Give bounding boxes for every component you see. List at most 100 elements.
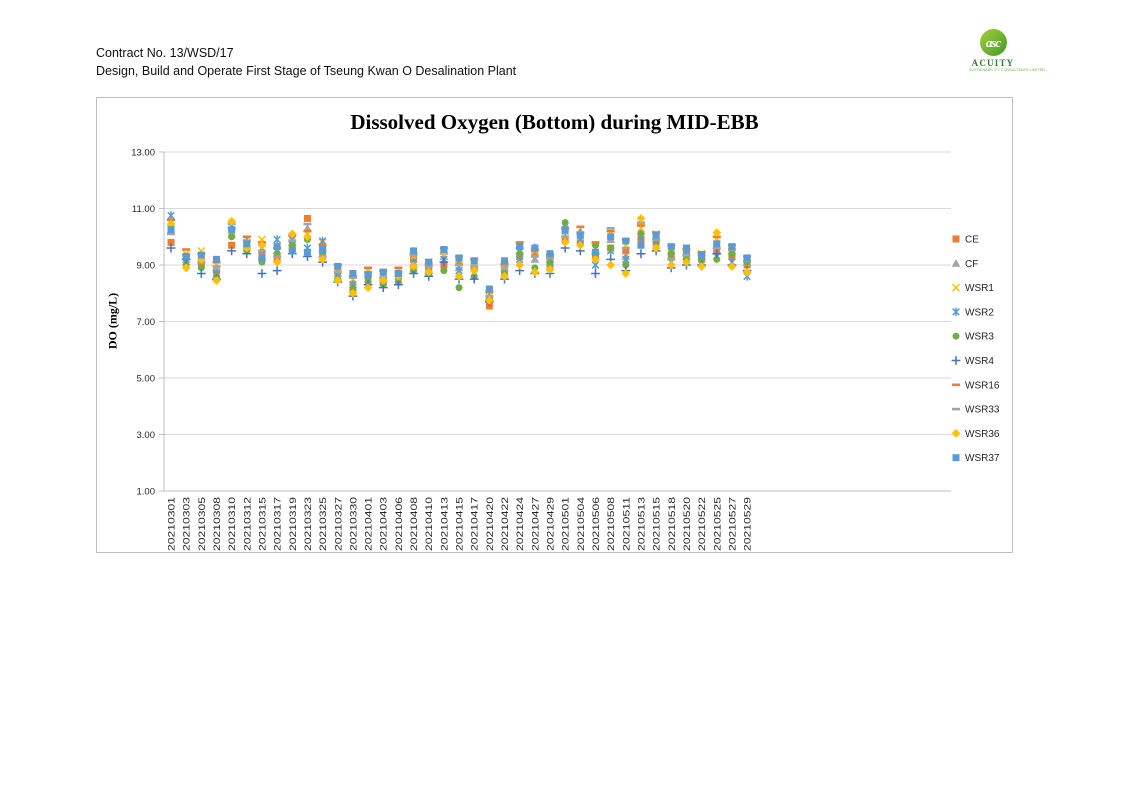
data-point-WSR36: [333, 276, 343, 285]
x-tick-label: 20210504: [576, 497, 586, 551]
data-point-WSR37: [591, 248, 599, 256]
data-point-WSR36: [181, 263, 191, 273]
legend-label-WSR1: WSR1: [965, 283, 994, 294]
data-point-WSR4: [272, 266, 282, 276]
data-point-WSR36: [682, 257, 691, 267]
x-tick-label: 20210515: [652, 497, 662, 551]
data-point-CF: [303, 224, 312, 232]
x-tick-label: 20210520: [682, 497, 692, 551]
data-point-WSR36: [196, 254, 206, 264]
data-point-WSR37: [258, 254, 266, 262]
y-tick-label: 5.00: [137, 374, 156, 385]
chart-area: Dissolved Oxygen (Bottom) during MID-EBB…: [96, 97, 1013, 553]
data-point-WSR37: [364, 271, 372, 279]
data-point-WSR36: [591, 254, 600, 264]
data-point-WSR37: [713, 240, 721, 248]
data-point-WSR36: [409, 262, 418, 271]
legend-marker-CF: [951, 259, 961, 267]
data-point-WSR37: [622, 237, 630, 245]
data-point-WSR4: [257, 269, 267, 278]
data-point-WSR37: [501, 257, 509, 265]
data-point-WSR3: [228, 233, 236, 241]
data-point-WSR36: [697, 262, 706, 271]
data-point-WSR2: [318, 236, 327, 246]
data-point-WSR4: [591, 269, 600, 278]
data-point-WSR37: [394, 269, 402, 277]
data-point-CE: [228, 241, 236, 249]
data-point-WSR3: [713, 255, 721, 263]
data-point-WSR3: [197, 264, 205, 272]
data-point-WSR37: [212, 255, 220, 263]
data-point-WSR37: [379, 268, 387, 276]
data-point-CE: [303, 214, 311, 222]
legend-label-WSR37: WSR37: [965, 453, 1000, 464]
data-point-WSR36: [560, 238, 570, 247]
data-point-WSR4: [196, 269, 206, 278]
data-point-WSR36: [227, 216, 237, 226]
legend-label-WSR36: WSR36: [965, 429, 1000, 440]
x-tick-label: 20210330: [348, 497, 358, 551]
data-point-WSR36: [727, 262, 737, 271]
data-point-WSR3: [288, 241, 296, 249]
data-point-WSR36: [318, 254, 327, 264]
data-point-WSR37: [182, 253, 190, 261]
data-point-WSR37: [273, 243, 281, 251]
legend-marker-WSR36: [951, 429, 961, 438]
x-tick-label: 20210420: [485, 497, 495, 551]
data-point-WSR37: [576, 231, 584, 239]
data-point-WSR3: [546, 258, 554, 266]
x-tick-label: 20210410: [424, 497, 434, 551]
x-tick-label: 20210315: [257, 497, 267, 551]
x-tick-label: 20210319: [288, 497, 298, 551]
data-point-WSR37: [682, 244, 690, 252]
data-point-WSR36: [469, 266, 479, 276]
x-tick-label: 20210424: [515, 497, 525, 551]
legend-label-WSR3: WSR3: [965, 332, 994, 343]
data-point-WSR37: [728, 243, 736, 251]
data-point-WSR36: [424, 267, 434, 277]
data-point-WSR37: [485, 285, 493, 293]
data-point-WSR3: [349, 284, 357, 292]
data-point-WSR3: [607, 244, 615, 252]
x-tick-label: 20210408: [409, 497, 419, 551]
data-point-WSR36: [606, 260, 616, 270]
legend-marker-WSR3: [952, 332, 960, 340]
data-point-WSR36: [257, 240, 267, 250]
data-point-WSR2: [167, 211, 175, 220]
data-point-WSR36: [242, 243, 252, 253]
data-point-WSR36: [651, 243, 661, 253]
x-tick-label: 20210501: [561, 497, 571, 551]
legend-label-CE: CE: [965, 235, 979, 246]
data-point-WSR3: [667, 250, 675, 258]
data-point-WSR36: [712, 228, 722, 237]
y-tick-label: 3.00: [137, 430, 156, 441]
x-tick-label: 20210429: [546, 497, 556, 551]
data-point-WSR37: [243, 240, 251, 248]
data-point-WSR4: [712, 249, 722, 259]
x-tick-label: 20210303: [182, 497, 192, 551]
data-point-WSR37: [410, 247, 418, 255]
legend-label-WSR2: WSR2: [965, 307, 994, 318]
data-point-CE: [531, 250, 539, 258]
data-point-WSR37: [455, 254, 463, 262]
data-point-WSR3: [440, 267, 448, 275]
data-point-WSR36: [621, 269, 631, 278]
logo-monogram: asc: [985, 34, 1001, 50]
x-tick-label: 20210310: [227, 497, 237, 551]
x-tick-label: 20210511: [621, 497, 631, 551]
x-tick-label: 20210508: [606, 497, 616, 551]
data-point-WSR3: [561, 219, 569, 227]
data-point-WSR37: [743, 254, 751, 262]
data-point-WSR37: [197, 251, 205, 259]
data-point-WSR37: [652, 231, 660, 239]
data-point-WSR37: [167, 226, 175, 234]
data-point-WSR4: [166, 243, 176, 253]
x-tick-label: 20210325: [318, 497, 328, 551]
data-point-WSR37: [516, 243, 524, 251]
legend-label-WSR33: WSR33: [965, 405, 1000, 416]
project-title: Design, Build and Operate First Stage of…: [96, 64, 517, 78]
data-point-WSR3: [516, 250, 524, 258]
x-tick-label: 20210422: [500, 497, 510, 551]
data-point-WSR37: [546, 250, 554, 258]
